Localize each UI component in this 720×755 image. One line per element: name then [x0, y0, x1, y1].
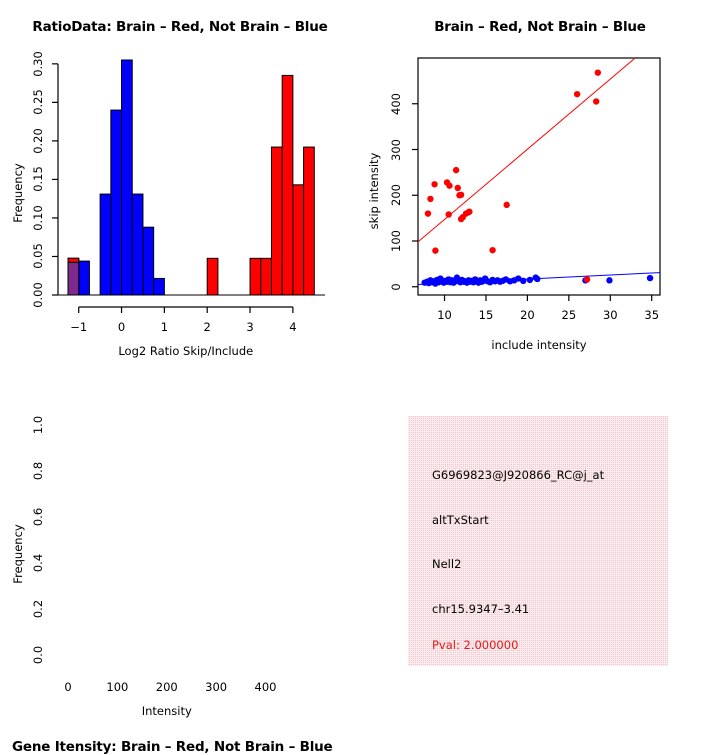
ratio-histogram-canvas — [52, 59, 325, 313]
scatter-x-tick-label: 20 — [520, 308, 535, 322]
gene-y-tick-label: 0.2 — [31, 599, 45, 619]
gene-x-tick-label: 200 — [155, 680, 178, 694]
histogram-bar — [270, 146, 283, 296]
scatter-y-tick-label: 200 — [389, 184, 403, 207]
histogram-bar — [206, 257, 219, 296]
gene-x-tick-label: 100 — [106, 680, 129, 694]
histogram-bar — [99, 193, 112, 296]
histogram-bar — [153, 277, 165, 296]
gene-y-tick-label: 1.0 — [31, 415, 45, 435]
scatter-point — [424, 210, 432, 217]
ratio-y-tick-label: 0.00 — [31, 282, 45, 308]
coordinates-text: chr15.9347–3.41 — [432, 602, 530, 616]
scatter-x-tick-label: 15 — [478, 308, 494, 322]
gene-y-tick-label: 0.4 — [31, 553, 45, 573]
scatter-point — [646, 274, 654, 282]
ratio-x-tick-label: 3 — [246, 320, 254, 334]
scatter-frame — [417, 57, 661, 296]
panel-gene-intensity-histogram: Gene Itensity: Brain – Red, Not Brain – … — [0, 360, 360, 755]
scatter-yaxis-title: skip intensity — [367, 152, 381, 229]
scatter-point — [427, 195, 434, 203]
scatter-point — [573, 90, 581, 98]
ratio-x-tick-label: 4 — [289, 320, 297, 334]
scatter-point — [431, 181, 438, 188]
histogram-bar — [303, 146, 315, 296]
gene-y-tick-label: 0.8 — [31, 461, 45, 481]
scatter-point — [446, 182, 453, 189]
scatter-point — [445, 211, 452, 218]
scatter-point — [503, 201, 510, 209]
histogram-bar — [131, 193, 144, 296]
panel-ratio-histogram: RatioData: Brain – Red, Not Brain – Blue… — [0, 0, 360, 360]
histogram-bar — [260, 257, 272, 296]
gene-yaxis-title: Frequency — [11, 524, 25, 584]
gene-symbol-text: Nell2 — [432, 557, 462, 571]
gene-panel-title: Gene Itensity: Brain – Red, Not Brain – … — [12, 739, 333, 755]
ratio-yaxis-title: Frequency — [11, 163, 25, 224]
scatter-point — [452, 166, 460, 174]
scatter-point — [454, 184, 461, 192]
histogram-bar — [110, 109, 123, 296]
histogram-bar — [121, 59, 133, 296]
scatter-y-tick-label: 400 — [389, 92, 403, 115]
scatter-x-tick-label: 35 — [644, 308, 660, 322]
gene-x-tick-label: 400 — [254, 680, 277, 694]
ratio-y-tick-label: 0.10 — [31, 205, 45, 231]
scatter-point — [583, 276, 591, 283]
histogram-bar — [249, 257, 262, 296]
ratio-y-tick-label: 0.15 — [31, 166, 45, 193]
gene-x-tick-label: 300 — [205, 680, 228, 694]
ratio-y-tick-label: 0.20 — [31, 128, 45, 154]
regression-line — [418, 58, 636, 243]
scatter-y-tick-label: 100 — [389, 230, 403, 252]
gene-histogram-canvas — [0, 360, 360, 720]
histogram-bar — [142, 226, 155, 296]
ratio-y-tick-label: 0.30 — [31, 51, 45, 77]
histogram-bar-overlap — [67, 261, 80, 296]
gene-xaxis-title: Intensity — [141, 704, 192, 718]
scatter-x-tick-label: 25 — [561, 308, 577, 322]
scatter-y-tick-label: 300 — [389, 138, 403, 161]
event-type-text: altTxStart — [432, 513, 489, 527]
scatter-x-tick-label: 30 — [602, 308, 618, 322]
gene-x-tick-label: 0 — [64, 680, 72, 694]
ratio-panel-title: RatioData: Brain – Red, Not Brain – Blue — [32, 19, 328, 35]
histogram-bar — [78, 260, 90, 296]
scatter-point — [526, 276, 534, 284]
ratio-x-tick-label: 1 — [160, 320, 169, 334]
gene-info-box: G6969823@J920866_RC@j_at altTxStart Nell… — [408, 416, 668, 666]
probe-id-text: G6969823@J920866_RC@j_at — [432, 468, 605, 482]
panel-intensity-scatter: Brain – Red, Not Brain – Blue include in… — [360, 0, 720, 360]
panel-gene-info: G6969823@J920866_RC@j_at altTxStart Nell… — [360, 360, 720, 720]
gene-y-tick-label: 0.6 — [31, 507, 45, 527]
scatter-plot-canvas — [412, 57, 661, 301]
scatter-point — [594, 69, 602, 76]
scatter-panel-title: Brain – Red, Not Brain – Blue — [434, 19, 646, 35]
scatter-point — [592, 98, 600, 105]
ratio-xaxis-title: Log2 Ratio Skip/Include — [118, 344, 254, 358]
ratio-y-tick-label: 0.25 — [31, 89, 45, 116]
scatter-point — [432, 247, 439, 254]
scatter-point — [489, 246, 496, 254]
scatter-point — [515, 275, 522, 282]
scatter-point — [457, 191, 465, 199]
scatter-point — [520, 277, 527, 285]
scatter-point — [466, 208, 473, 215]
pval-text: Pval: 2.000000 — [432, 638, 519, 652]
scatter-xaxis-title: include intensity — [491, 338, 587, 352]
ratio-x-tick-label: 0 — [117, 320, 126, 334]
ratio-x-tick-label: 2 — [203, 320, 211, 334]
ratio-x-tick-label: −1 — [70, 320, 88, 334]
histogram-bar-overlap-cap — [67, 257, 80, 263]
histogram-bar — [281, 74, 294, 296]
gene-y-tick-label: 0.0 — [31, 645, 45, 665]
histogram-bar — [292, 184, 305, 296]
scatter-point — [606, 277, 613, 284]
scatter-x-tick-label: 10 — [437, 308, 452, 322]
scatter-y-tick-label: 0 — [389, 283, 403, 291]
ratio-y-tick-label: 0.05 — [31, 243, 45, 270]
scatter-point — [534, 275, 541, 283]
